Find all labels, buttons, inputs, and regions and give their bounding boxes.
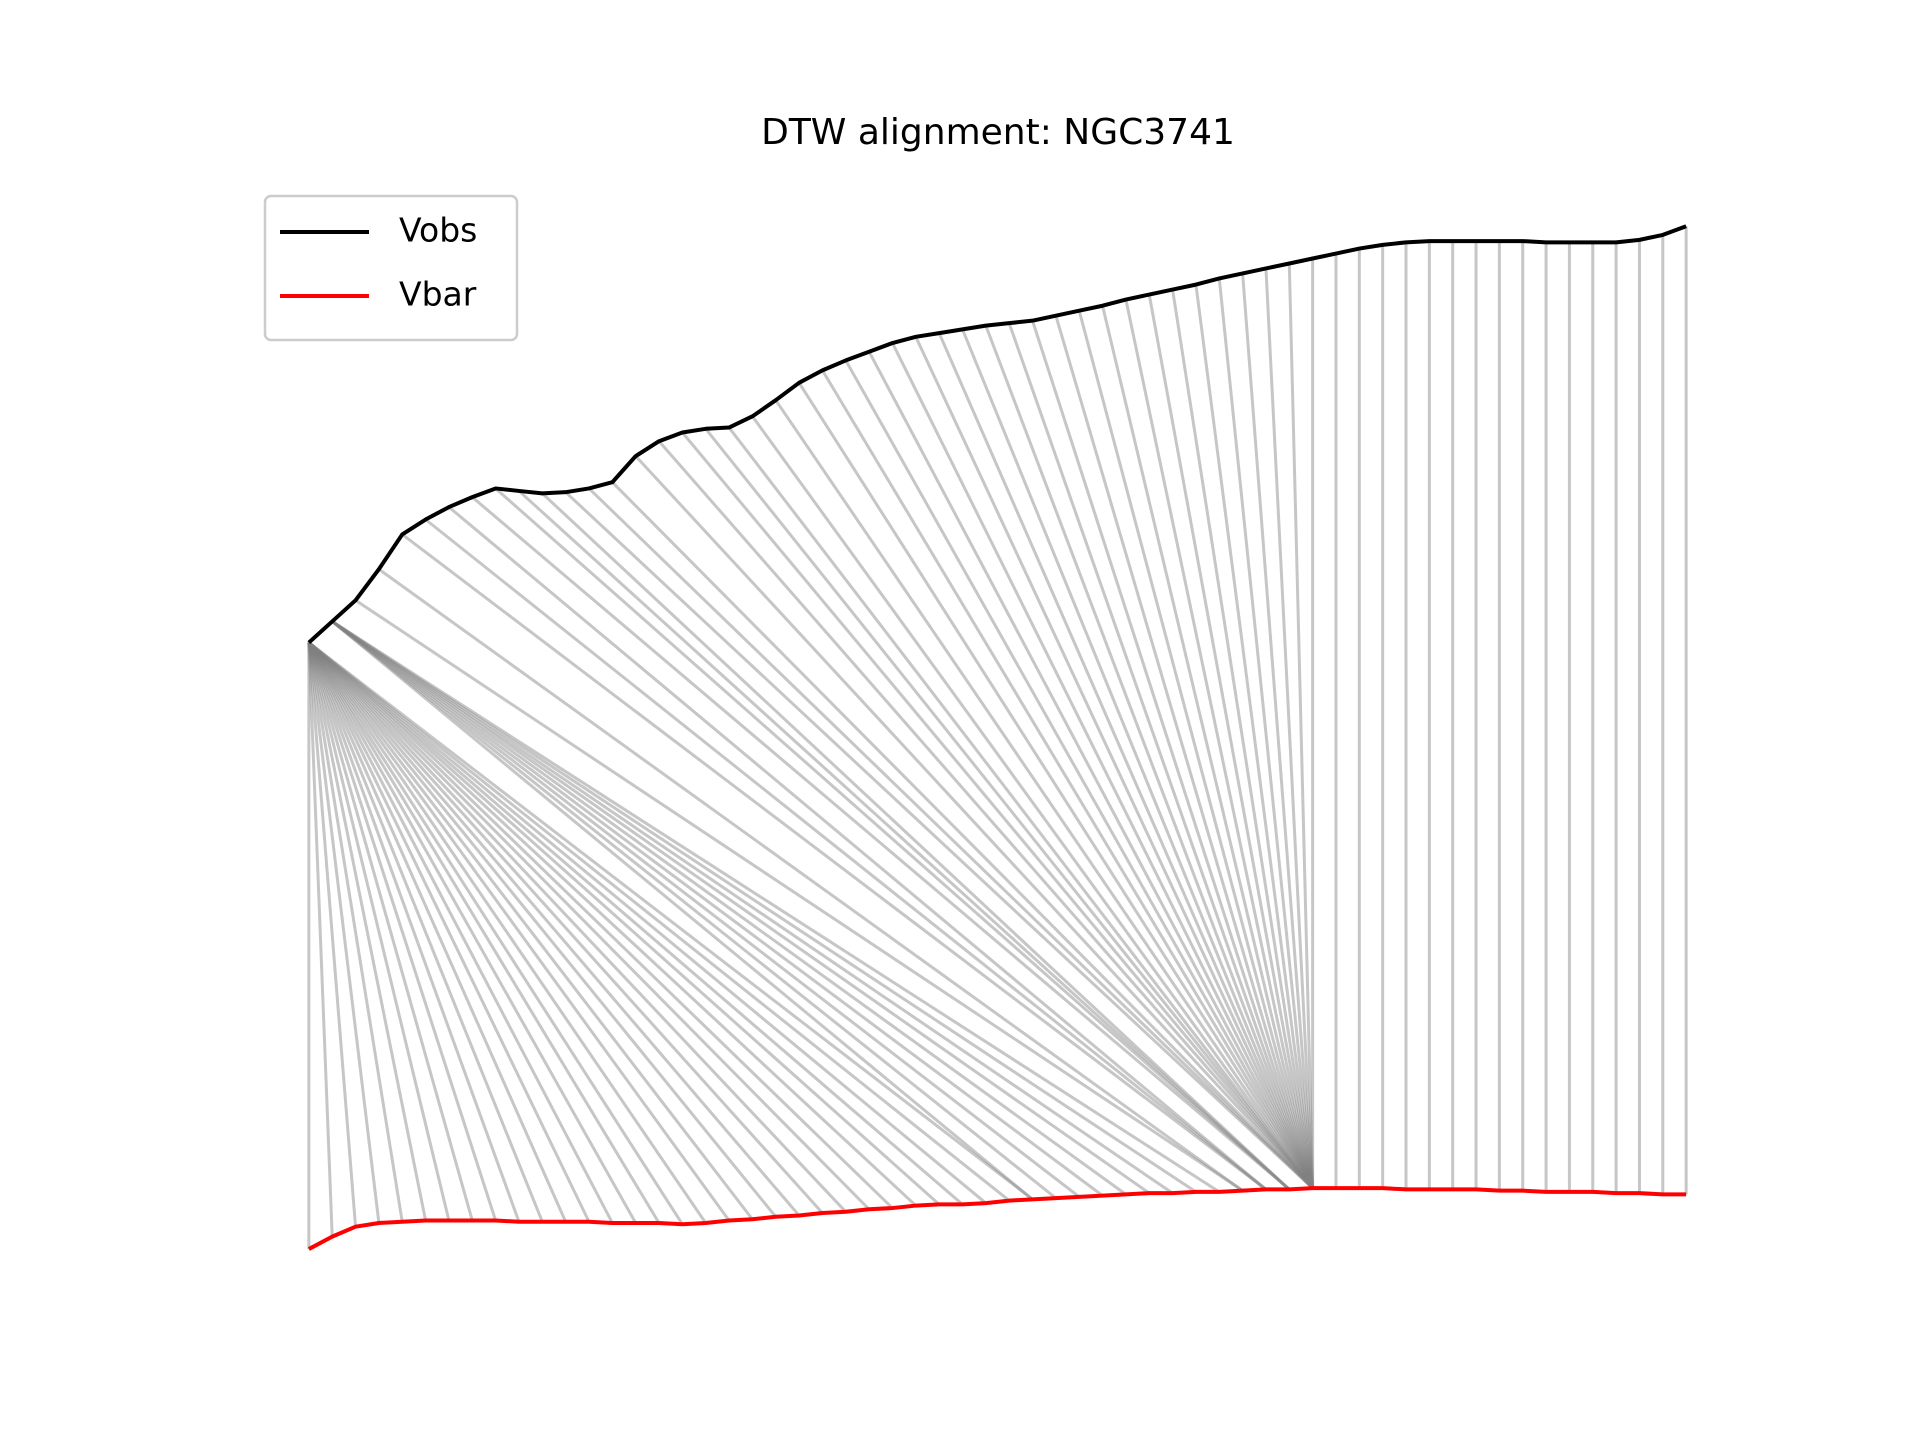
alignment-line: [307, 641, 871, 1211]
alignment-line: [307, 642, 451, 1221]
legend-label: Vobs: [399, 211, 477, 250]
alignment-line: [1031, 320, 1315, 1189]
alignment-line: [307, 641, 568, 1223]
alignment-line: [378, 568, 1244, 1192]
alignment-line: [1054, 315, 1315, 1189]
alignment-line: [307, 642, 428, 1221]
alignment-line: [1101, 305, 1315, 1189]
alignment-line: [797, 381, 1314, 1189]
alignment-line: [307, 641, 731, 1222]
alignment-line: [307, 641, 1034, 1201]
alignment-lines: [307, 226, 1688, 1250]
alignment-line: [634, 455, 1314, 1190]
series-line: [307, 1186, 1687, 1251]
alignment-line: [307, 641, 894, 1210]
alignment-line: [307, 641, 637, 1224]
alignment-line: [331, 620, 1034, 1201]
alignment-line: [307, 641, 917, 1207]
alignment-line: [307, 641, 801, 1217]
chart-title: DTW alignment: NGC3741: [761, 112, 1235, 153]
alignment-line: [331, 620, 1221, 1194]
alignment-line: [1147, 294, 1315, 1189]
alignment-line: [307, 642, 498, 1221]
alignment-line: [307, 642, 404, 1222]
alignment-line: [331, 620, 1057, 1200]
alignment-line: [307, 641, 591, 1223]
alignment-line: [307, 641, 964, 1206]
alignment-line: [307, 641, 777, 1218]
alignment-line: [494, 487, 1291, 1191]
alignment-line: [307, 641, 941, 1206]
alignment-line: [307, 641, 987, 1205]
alignment-line: [1007, 322, 1315, 1189]
alignment-line: [1287, 263, 1315, 1189]
alignment-line: [307, 641, 1011, 1202]
alignment-line: [564, 491, 1314, 1190]
alignment-line: [331, 620, 1104, 1197]
alignment-line: [307, 641, 544, 1223]
alignment-line: [1217, 278, 1315, 1189]
legend-box: [263, 194, 519, 342]
alignment-line: [401, 533, 1267, 1191]
alignment-line: [914, 336, 1314, 1189]
alignment-line: [307, 642, 474, 1221]
alignment-line: [937, 332, 1315, 1189]
alignment-line: [657, 440, 1314, 1190]
alignment-line: [307, 641, 824, 1215]
alignment-line: [751, 415, 1314, 1190]
series-line: [307, 224, 1687, 645]
alignment-line: [587, 487, 1314, 1190]
alignment-line: [681, 431, 1314, 1190]
alignment-line: [844, 359, 1314, 1189]
alignment-line: [727, 426, 1314, 1190]
alignment-line: [307, 641, 707, 1224]
alignment-line: [1194, 284, 1315, 1189]
alignment-line: [307, 641, 661, 1224]
alignment-line: [541, 492, 1291, 1191]
alignment-line: [307, 641, 847, 1213]
alignment-line: [354, 599, 1244, 1192]
alignment-line: [471, 495, 1291, 1191]
alignment-line: [1124, 299, 1315, 1189]
alignment-line: [891, 342, 1314, 1189]
alignment-line: [331, 620, 1151, 1195]
legend-label: Vbar: [399, 275, 477, 314]
alignment-line: [307, 642, 334, 1237]
alignment-line: [307, 642, 381, 1224]
alignment-line: [774, 399, 1314, 1190]
alignment-line: [447, 505, 1267, 1191]
alignment-line: [961, 328, 1315, 1189]
alignment-line: [307, 641, 754, 1221]
alignment-line: [867, 351, 1314, 1189]
alignment-line: [1264, 268, 1315, 1189]
alignment-line: [307, 641, 684, 1226]
alignment-line: [1241, 273, 1315, 1189]
alignment-line: [704, 427, 1314, 1190]
alignment-line: [307, 642, 521, 1223]
alignment-line: [611, 481, 1314, 1190]
alignment-line: [331, 620, 1081, 1199]
alignment-line: [331, 620, 1127, 1196]
alignment-line: [331, 620, 1197, 1194]
alignment-line: [307, 642, 358, 1227]
alignment-line: [307, 641, 614, 1224]
alignment-line: [1171, 289, 1315, 1189]
alignment-line: [821, 369, 1314, 1189]
alignment-line: [517, 489, 1291, 1191]
alignment-line: [331, 620, 1174, 1195]
alignment-line: [984, 325, 1315, 1189]
alignment-line: [1077, 310, 1315, 1189]
alignment-line: [424, 518, 1267, 1191]
